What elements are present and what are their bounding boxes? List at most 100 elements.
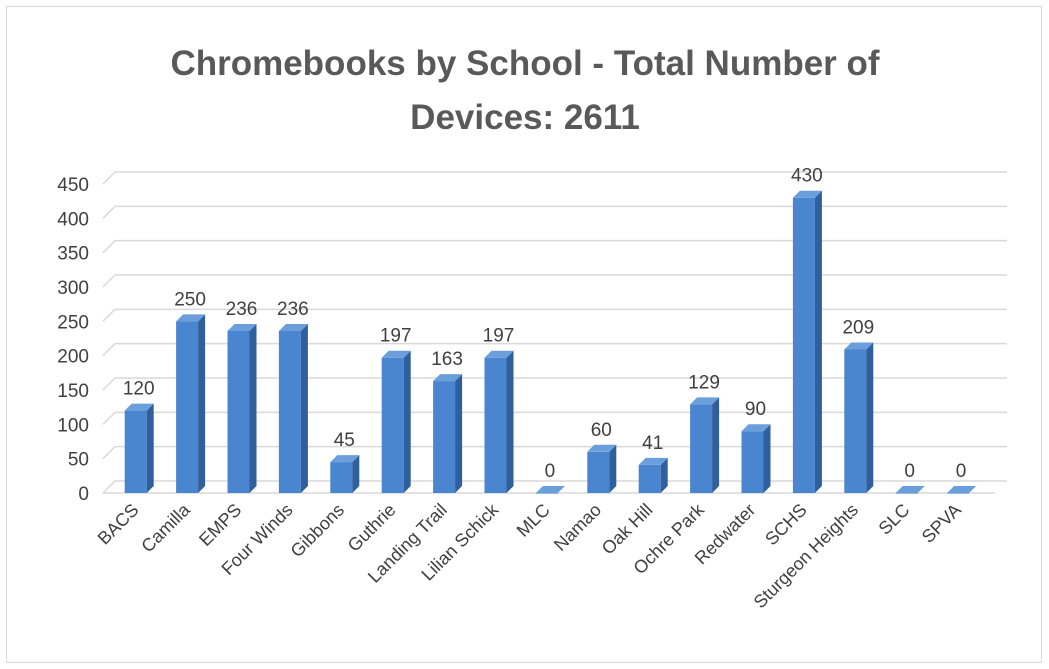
category-label: SLC xyxy=(875,500,914,539)
bar-top xyxy=(381,350,411,358)
category-label: Camilla xyxy=(137,499,194,556)
bar-side xyxy=(146,403,154,493)
bar-top xyxy=(278,323,308,331)
category-label: Namao xyxy=(550,500,605,555)
bar-top xyxy=(330,455,360,463)
bar-top xyxy=(844,342,874,350)
bar-front xyxy=(176,321,199,493)
data-label: 430 xyxy=(791,166,823,187)
y-axis-ticks: 0 50 100 150 200 250 300 350 400 450 xyxy=(57,175,89,505)
data-label: 197 xyxy=(380,326,412,347)
bar xyxy=(947,486,977,494)
data-label: 45 xyxy=(334,430,355,451)
bar-front xyxy=(587,451,610,493)
data-label: 0 xyxy=(545,461,556,482)
y-tick-label: 450 xyxy=(57,175,89,196)
bar-side xyxy=(352,455,360,493)
y-tick-label: 50 xyxy=(68,450,89,471)
category-label: Gibbons xyxy=(287,500,349,562)
y-tick-label: 100 xyxy=(57,415,89,436)
bar-side xyxy=(814,190,822,493)
y-tick-label: 400 xyxy=(57,209,89,230)
data-labels: 120 250 236 236 45 197 163 197 0 60 41 129 90 430 209 0… xyxy=(123,166,967,482)
bar-front xyxy=(947,493,970,494)
bar xyxy=(484,350,514,493)
bar-front xyxy=(278,330,301,493)
bar xyxy=(792,190,822,493)
y-tick-label: 250 xyxy=(57,312,89,333)
bar xyxy=(278,323,308,493)
bar xyxy=(330,455,360,493)
chart-frame: Chromebooks by School - Total Number of … xyxy=(6,6,1042,663)
bar-top xyxy=(176,314,206,322)
data-label: 236 xyxy=(277,299,309,320)
data-label: 41 xyxy=(642,433,663,454)
category-label: EMPS xyxy=(195,500,245,550)
bar-top xyxy=(947,486,977,493)
gridline xyxy=(102,308,1007,322)
bar-top xyxy=(587,444,617,452)
bar-front xyxy=(792,197,815,493)
bar xyxy=(433,374,463,493)
bar-side xyxy=(866,342,874,493)
bar-side xyxy=(609,444,617,493)
bar-side xyxy=(455,374,463,493)
bar-side xyxy=(506,350,514,493)
bar-top xyxy=(792,190,822,198)
chart-title: Chromebooks by School - Total Number of … xyxy=(7,37,1043,145)
data-label: 90 xyxy=(745,399,766,420)
bar-side xyxy=(712,397,720,493)
bar-front xyxy=(330,462,353,493)
gridline xyxy=(102,274,1007,288)
bar-front xyxy=(690,404,713,493)
bar xyxy=(381,350,411,493)
bar-front xyxy=(638,464,661,493)
bar-front xyxy=(227,330,250,493)
data-label: 197 xyxy=(483,326,515,347)
data-label: 60 xyxy=(591,420,612,441)
bar-front xyxy=(381,357,404,493)
bar xyxy=(741,424,771,493)
bar xyxy=(690,397,720,493)
data-label: 0 xyxy=(956,461,967,482)
data-label: 120 xyxy=(123,379,155,400)
bar-top xyxy=(124,403,154,411)
bar xyxy=(176,314,206,493)
gridline xyxy=(102,377,1007,391)
data-label: 0 xyxy=(904,461,915,482)
y-tick-label: 300 xyxy=(57,278,89,299)
y-tick-label: 150 xyxy=(57,381,89,402)
category-label: BACS xyxy=(94,500,143,549)
bar-top xyxy=(741,424,771,432)
bar-side xyxy=(660,457,668,493)
bar-top xyxy=(895,486,925,493)
bar-front xyxy=(895,493,918,494)
bar-front xyxy=(433,381,456,493)
data-label: 129 xyxy=(688,372,720,393)
y-tick-label: 350 xyxy=(57,244,89,265)
bar xyxy=(587,444,617,493)
bar-front xyxy=(741,431,764,493)
gridline xyxy=(102,342,1007,357)
gridline xyxy=(102,239,1007,254)
data-label: 209 xyxy=(842,317,874,338)
bar xyxy=(535,486,565,494)
bar xyxy=(227,323,257,493)
bar xyxy=(638,457,668,493)
bar-top xyxy=(484,350,514,358)
data-label: 163 xyxy=(431,349,463,370)
bar-top xyxy=(690,397,720,405)
bar-front xyxy=(535,493,558,494)
bar-side xyxy=(198,314,206,493)
data-label: 236 xyxy=(226,299,258,320)
bar-top xyxy=(535,486,565,493)
gridline xyxy=(102,171,1007,185)
category-label: MLC xyxy=(513,500,554,541)
category-label: SCHS xyxy=(761,500,811,550)
chart-title-line-2: Devices: 2611 xyxy=(410,98,640,137)
bar xyxy=(895,486,925,494)
bar-front xyxy=(484,357,507,493)
bar-top xyxy=(638,457,668,465)
